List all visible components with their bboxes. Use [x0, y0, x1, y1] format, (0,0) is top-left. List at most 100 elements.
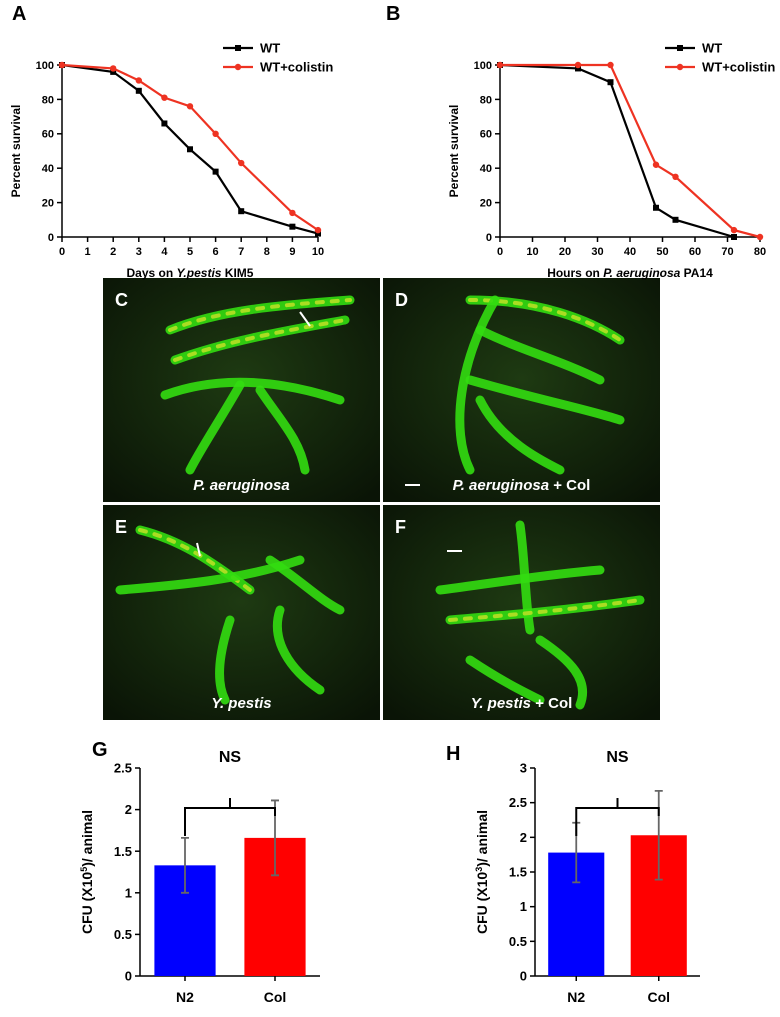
text-part: )/ animal [474, 810, 490, 867]
marker [575, 65, 581, 72]
x-tick-label: 80 [754, 246, 766, 258]
marker [607, 61, 614, 69]
y-tick-label: 1 [520, 899, 527, 914]
y-tick-label: 40 [480, 163, 492, 175]
x-axis-label: Hours on P. aeruginosa PA14 [547, 266, 713, 280]
text-part: Y. pestis [471, 695, 531, 712]
y-tick-label: 100 [474, 60, 492, 72]
x-tick-label: 30 [591, 246, 603, 258]
y-tick-label: 0 [520, 969, 527, 984]
significance-label: NS [606, 749, 629, 766]
marker [212, 130, 219, 137]
x-tick-label: 60 [689, 246, 701, 258]
marker [161, 120, 168, 127]
x-tick-label: Col [647, 989, 670, 1005]
y-tick-label: 1.5 [114, 844, 132, 859]
text-part: Percent survival [9, 105, 23, 198]
arrow [196, 542, 201, 557]
x-tick-label: 10 [312, 246, 324, 258]
y-tick-label: 2 [520, 830, 527, 845]
text-part: Percent survival [447, 105, 461, 198]
y-tick-label: 60 [42, 129, 54, 141]
y-tick-label: 3 [520, 761, 527, 776]
x-tick-label: 0 [59, 246, 65, 258]
y-tick-label: 0.5 [114, 927, 132, 942]
x-tick-label: 0 [497, 246, 503, 258]
panel-label: H [446, 743, 460, 765]
legend-label: WT+colistin [260, 60, 333, 75]
marker [672, 173, 679, 180]
series-line [499, 63, 735, 239]
x-tick-label: 10 [526, 246, 538, 258]
error-bar [654, 789, 663, 881]
marker [212, 168, 219, 175]
marker [58, 61, 66, 69]
y-tick-label: 100 [36, 60, 54, 72]
y-tick-label: 2.5 [509, 795, 527, 810]
significance-bracket [184, 807, 276, 836]
text-part: + Col [531, 695, 572, 712]
x-tick-label: 6 [213, 246, 219, 258]
panel-label: F [395, 517, 406, 537]
legend-marker [235, 45, 241, 51]
y-tick-label: 2.5 [114, 761, 132, 776]
image-caption: P. aeruginosa + Col [453, 477, 591, 494]
marker [135, 87, 142, 94]
y-tick-label: 1.5 [509, 865, 527, 880]
y-tick-label: 2 [125, 802, 132, 817]
panel-label: D [395, 290, 408, 310]
text-part: Hours on [547, 266, 603, 280]
y-tick-label: 1 [125, 885, 132, 900]
marker [496, 61, 504, 69]
marker [652, 161, 660, 168]
panel-label: B [386, 3, 400, 25]
y-tick-label: 60 [480, 129, 492, 141]
marker [187, 146, 193, 153]
legend-marker [677, 45, 683, 51]
marker [289, 209, 296, 217]
series-line [500, 63, 761, 239]
x-tick-label: 4 [161, 246, 168, 258]
worms [115, 295, 645, 710]
y-tick-label: 0 [486, 232, 492, 244]
panel-label: C [115, 290, 128, 310]
text-part: CFU (X10 [79, 872, 95, 934]
marker [315, 230, 321, 237]
image-caption: Y. pestis [211, 695, 271, 712]
panel-label: G [92, 739, 108, 761]
image-caption: Y. pestis + Col [471, 695, 573, 712]
text-part: 3 [474, 867, 484, 872]
y-axis-label: Percent survival [9, 105, 23, 198]
y-tick-label: 20 [480, 197, 492, 209]
marker [238, 159, 245, 167]
marker [110, 65, 117, 72]
marker [653, 204, 659, 211]
y-tick-label: 40 [42, 163, 54, 175]
y-tick-label: 80 [42, 94, 54, 106]
x-tick-label: N2 [176, 989, 194, 1005]
marker [574, 61, 582, 69]
panel-label: E [115, 517, 127, 537]
x-tick-label: N2 [567, 989, 585, 1005]
text-part: 5 [79, 867, 89, 872]
image-caption: P. aeruginosa [193, 477, 289, 494]
arrow [299, 311, 311, 327]
significance-bracket [575, 807, 660, 836]
text-part: CFU (X10 [474, 872, 490, 934]
marker [110, 68, 117, 75]
marker [730, 226, 738, 234]
legend-label: WT [260, 41, 280, 56]
legend-label: WT+colistin [702, 60, 775, 75]
y-tick-label: 80 [480, 94, 492, 106]
x-tick-label: 1 [85, 246, 91, 258]
panel-label: A [12, 3, 26, 25]
micrograph [103, 505, 380, 720]
marker [731, 234, 737, 240]
text-part: PA14 [680, 266, 713, 280]
y-tick-label: 0 [125, 969, 132, 984]
text-part: Y.pestis [177, 266, 222, 280]
x-tick-label: 50 [656, 246, 668, 258]
marker [238, 208, 245, 215]
x-tick-label: 9 [289, 246, 295, 258]
x-tick-label: 40 [624, 246, 636, 258]
